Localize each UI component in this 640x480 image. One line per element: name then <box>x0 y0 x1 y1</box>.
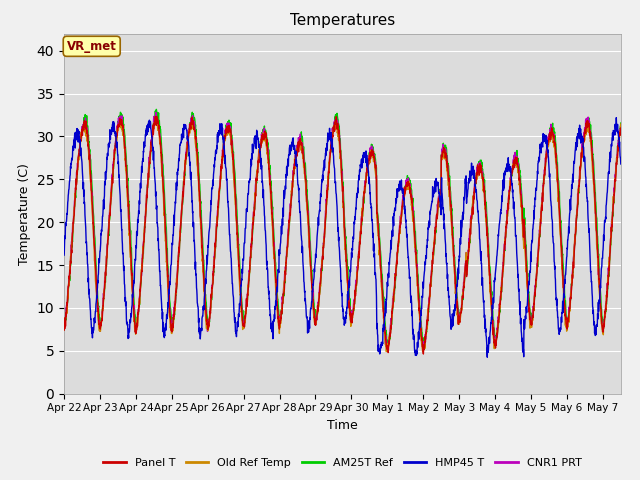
Title: Temperatures: Temperatures <box>290 13 395 28</box>
Legend: Panel T, Old Ref Temp, AM25T Ref, HMP45 T, CNR1 PRT: Panel T, Old Ref Temp, AM25T Ref, HMP45 … <box>99 453 586 472</box>
X-axis label: Time: Time <box>327 419 358 432</box>
Text: VR_met: VR_met <box>67 40 116 53</box>
Y-axis label: Temperature (C): Temperature (C) <box>18 163 31 264</box>
